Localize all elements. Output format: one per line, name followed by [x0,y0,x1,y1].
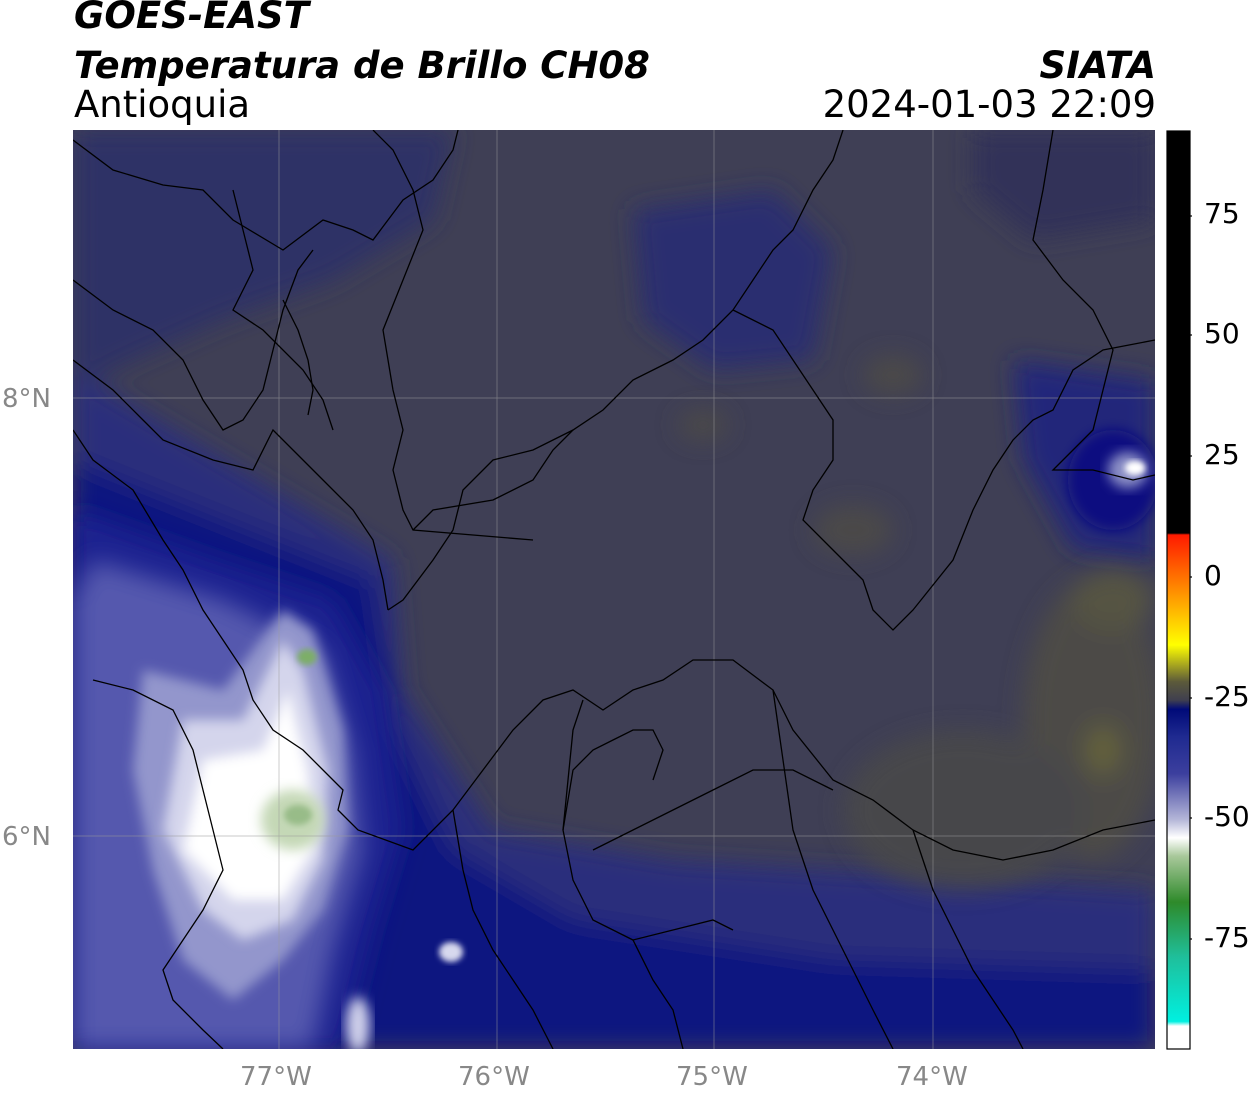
admin-borders [73,130,1155,1049]
lat-label-8n: 8°N [2,384,51,414]
datetime-label: 2024-01-03 22:09 [822,83,1156,126]
lat-label-6n: 6°N [2,822,51,852]
colorbar-tick-minus25: -25 [1204,680,1250,713]
product-title: Temperatura de Brillo CH08 [74,44,650,87]
colorbar-tick-50: 50 [1204,317,1240,350]
colorbar-tick-25: 25 [1204,438,1240,471]
colorbar-tick-0: 0 [1204,559,1222,592]
convective-storm-sw [73,510,463,1049]
organization-label: SIATA [1039,44,1156,87]
gridlines [73,130,1155,1049]
colorbar-tick-minus75: -75 [1204,921,1250,954]
convective-storm-ne [1068,430,1155,530]
lon-label-77w: 77°W [240,1062,312,1092]
colorbar-tick-75: 75 [1204,197,1240,230]
map-panel [73,130,1155,1049]
colorbar [1166,130,1192,1050]
satellite-title: GOES-EAST [74,0,309,37]
colorbar-tick-minus50: -50 [1204,800,1250,833]
region-subtitle: Antioquia [74,83,251,126]
warm-patches [678,355,1155,890]
lon-label-74w: 74°W [896,1062,968,1092]
lon-label-76w: 76°W [458,1062,530,1092]
lon-label-75w: 75°W [676,1062,748,1092]
brightness-temperature-map [73,130,1155,1049]
